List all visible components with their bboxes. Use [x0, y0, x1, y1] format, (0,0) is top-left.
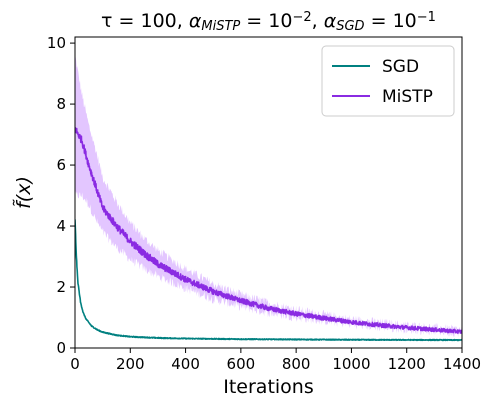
x-axis-label: Iterations — [223, 376, 314, 398]
series-line-sgd — [75, 219, 462, 342]
y-tick-label: 10 — [47, 34, 66, 52]
y-axis-label: f̃(x) — [13, 176, 35, 209]
legend-label-sgd: SGD — [382, 57, 419, 77]
x-tick-label: 600 — [227, 355, 256, 373]
confidence-bands — [75, 53, 462, 338]
x-tick-label: 200 — [116, 355, 145, 373]
chart-title: τ = 100, αMiSTP = 10−2, αSGD = 10−1 — [101, 10, 436, 34]
y-tick-label: 2 — [56, 278, 66, 296]
series-lines — [75, 127, 462, 342]
plot-frame — [74, 36, 463, 349]
x-tick-label: 1200 — [388, 355, 426, 373]
y-tick-label: 4 — [56, 217, 66, 235]
y-tick-label: 0 — [56, 339, 66, 357]
x-tick-label: 1000 — [332, 355, 370, 373]
legend-box — [321, 45, 455, 117]
x-axis: 0 200 400 600 800 1000 1200 1400 — [70, 348, 481, 373]
legend: SGD MiSTP — [321, 45, 455, 117]
y-axis: 0 2 4 6 8 10 — [47, 34, 75, 357]
y-tick-label: 6 — [56, 156, 66, 174]
x-tick-label: 0 — [70, 355, 80, 373]
x-tick-label: 400 — [171, 355, 200, 373]
series-band-mistp — [75, 53, 462, 338]
series-line-mistp — [75, 127, 462, 335]
x-tick-label: 1400 — [443, 355, 481, 373]
legend-label-mistp: MiSTP — [382, 87, 433, 107]
x-tick-label: 800 — [282, 355, 311, 373]
y-tick-label: 8 — [56, 95, 66, 113]
